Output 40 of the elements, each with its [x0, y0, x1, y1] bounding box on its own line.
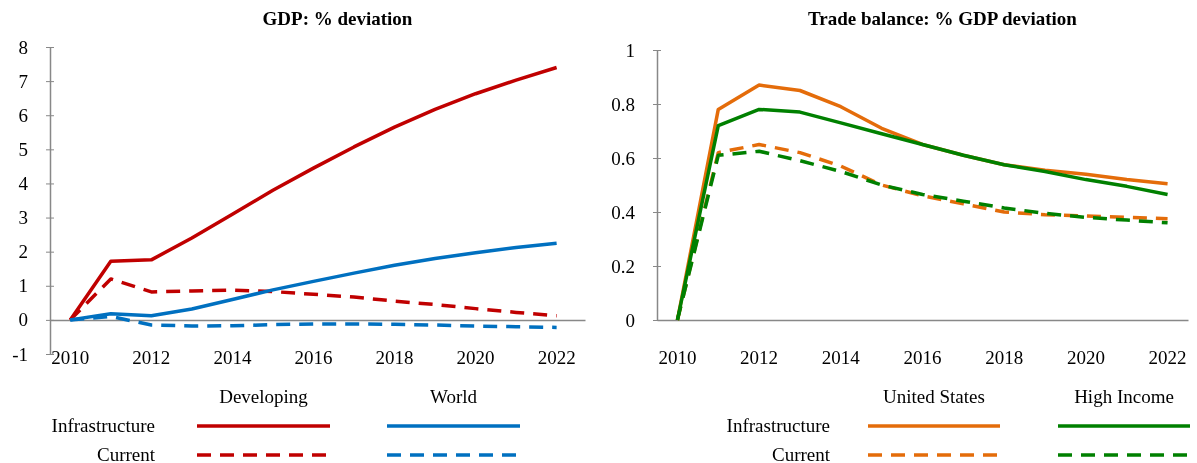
y-tick-label: 3	[18, 207, 28, 229]
text: United States	[883, 386, 985, 407]
y-tick-label: 0.6	[611, 147, 635, 169]
y-tick-label: 5	[18, 138, 28, 160]
y-tick-label: 1	[625, 39, 635, 61]
y-tick-label: 6	[18, 104, 28, 126]
x-tick-label: 2016	[294, 347, 333, 368]
text: Developing	[219, 386, 309, 407]
y-tick-label: 0	[18, 309, 28, 331]
x-tick-label: 2010	[658, 347, 697, 368]
x-tick-label: 2010	[51, 347, 90, 368]
text: Infrastructure	[726, 415, 830, 436]
x-tick-label: 2020	[1066, 347, 1105, 368]
x-tick-label: 2022	[1148, 347, 1187, 368]
x-tick-label: 2016	[903, 347, 942, 368]
text: Current	[771, 444, 831, 463]
y-tick-label: 4	[18, 173, 29, 195]
chart-title: Trade balance: % GDP deviation	[808, 8, 1078, 29]
text: Current	[96, 444, 156, 463]
text: World	[429, 386, 478, 407]
y-tick-label: -1	[12, 343, 28, 365]
y-tick-label: 0.2	[611, 255, 635, 277]
x-tick-label: 2018	[375, 347, 414, 368]
y-tick-label: 2	[18, 241, 28, 263]
y-tick-label: 7	[18, 70, 28, 92]
text: Infrastructure	[51, 415, 155, 436]
x-tick-label: 2022	[537, 347, 576, 368]
y-tick-label: 0	[625, 309, 635, 331]
text: High Income	[1074, 386, 1174, 407]
x-tick-label: 2012	[740, 347, 779, 368]
y-tick-label: 0.8	[611, 93, 635, 115]
x-tick-label: 2012	[132, 347, 171, 368]
y-tick-label: 8	[18, 36, 28, 58]
x-tick-label: 2018	[985, 347, 1024, 368]
y-tick-label: 1	[18, 275, 28, 297]
y-tick-label: 0.4	[611, 201, 636, 223]
chart-title: GDP: % deviation	[262, 8, 413, 29]
x-tick-label: 2014	[821, 347, 861, 368]
x-tick-label: 2014	[213, 347, 252, 368]
x-tick-label: 2020	[456, 347, 495, 368]
